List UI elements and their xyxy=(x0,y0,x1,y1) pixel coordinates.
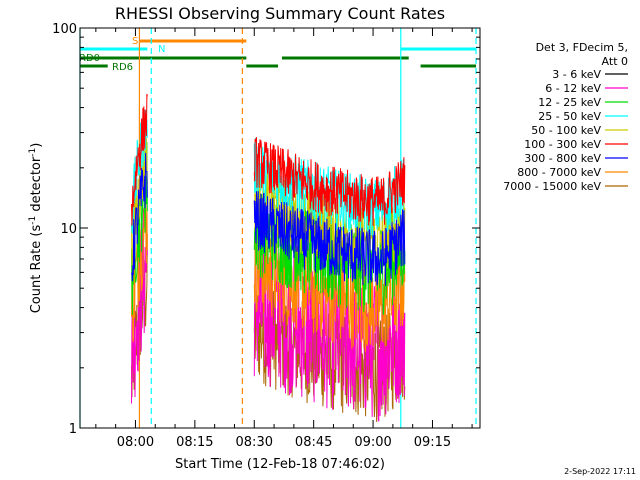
count-rate-traces xyxy=(131,93,406,423)
y-tick-label: 10 xyxy=(60,222,77,237)
footer-date: 2-Sep-2022 17:11 xyxy=(564,467,636,476)
x-tick-label: 09:15 xyxy=(414,435,451,450)
series-trace xyxy=(131,152,406,286)
legend-label: 50 - 100 keV xyxy=(531,124,601,137)
y-tick-label: 100 xyxy=(52,22,77,37)
axes: 08:00 08:15 08:30 08:45 09:00 09:15 1 10 100 xyxy=(52,22,480,450)
flag-label: RD6 xyxy=(112,62,133,73)
legend-label: 6 - 12 keV xyxy=(545,82,601,95)
y-axis-label: Count Rate (s-1 detector-1) xyxy=(28,143,44,314)
legend-label: 100 - 300 keV xyxy=(524,138,601,151)
observing-flags: S N RD0 RD6 xyxy=(79,36,477,73)
series-trace xyxy=(131,93,406,227)
legend-label: 800 - 7000 keV xyxy=(517,166,601,179)
legend-label: 7000 - 15000 keV xyxy=(503,180,601,193)
legend-label: 25 - 50 keV xyxy=(538,110,601,123)
flag-label: N xyxy=(158,44,165,55)
x-tick-label: 08:15 xyxy=(176,435,213,450)
legend-label: 300 - 800 keV xyxy=(524,152,601,165)
x-tick-label: 09:00 xyxy=(354,435,391,450)
legend-header-line-2: Att 0 xyxy=(602,55,628,68)
legend-label: 3 - 6 keV xyxy=(552,68,601,81)
y-tick-label: 1 xyxy=(69,422,77,437)
x-axis-label: Start Time (12-Feb-18 07:46:02) xyxy=(175,457,385,472)
x-tick-label: 08:00 xyxy=(117,435,154,450)
legend-header-line-1: Det 3, FDecim 5, xyxy=(536,41,628,54)
flag-label: RD0 xyxy=(79,53,100,64)
flag-label: S xyxy=(132,36,138,47)
legend-label: 12 - 25 keV xyxy=(538,96,601,109)
x-tick-label: 08:45 xyxy=(295,435,332,450)
x-tick-label: 08:30 xyxy=(236,435,273,450)
chart-title: RHESSI Observing Summary Count Rates xyxy=(115,4,445,23)
